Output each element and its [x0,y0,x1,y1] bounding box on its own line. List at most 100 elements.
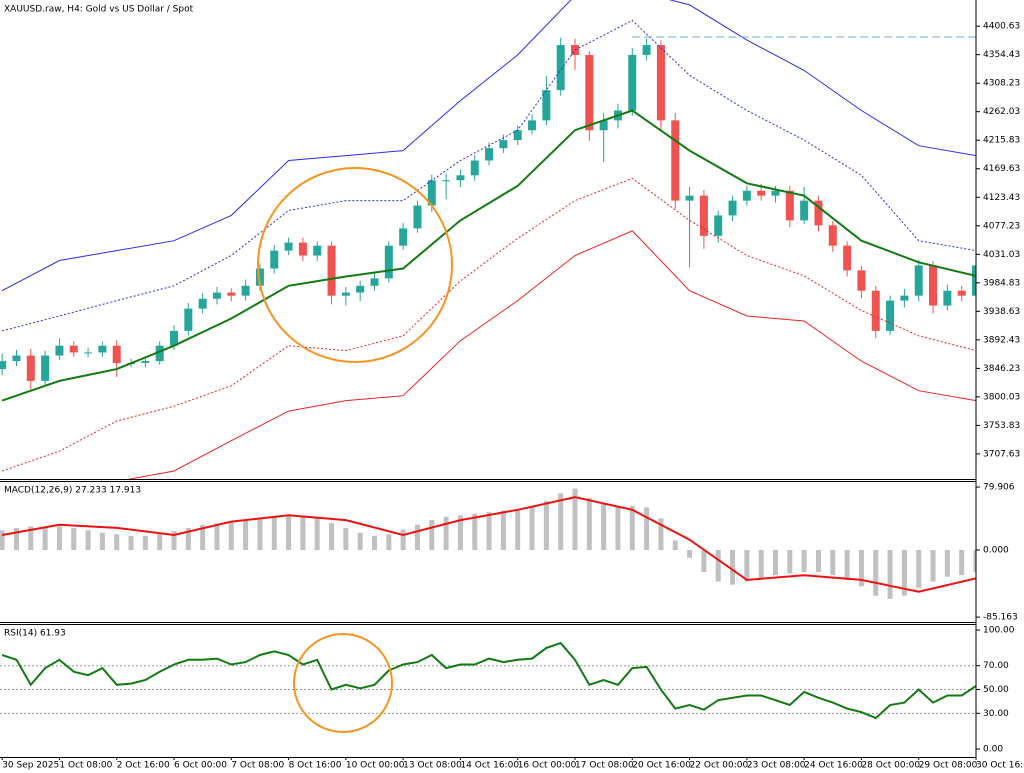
y-tick-label: 4262.03 [983,107,1020,117]
candle-body [642,45,651,55]
candle-body [843,245,852,271]
candle-body [585,54,594,131]
histogram-bar [658,518,664,550]
histogram-bar [701,549,707,573]
candle-body [470,160,479,176]
x-tick-label: 7 Oct 08:00 [231,761,284,771]
histogram-bar [400,529,406,550]
candle-body [771,190,780,196]
panel [0,641,976,720]
y-tick-label: 0.00 [983,745,1003,755]
candle-body [184,308,193,331]
y-tick-label: 4308.23 [983,79,1020,89]
indicator-line [1,496,976,593]
x-tick-label: 16 Oct 00:00 [518,761,577,771]
y-tick-label: 50.00 [983,685,1009,695]
histogram-bar [357,532,363,550]
candle-body [886,300,895,331]
candle-body [857,270,866,291]
indicator-title: RSI(14) 61.93 [4,629,66,639]
histogram-bar [644,507,650,550]
histogram-bar [486,512,492,550]
histogram-bar [372,535,378,550]
candle-body [284,242,293,251]
histogram-bar [243,520,249,550]
histogram-bar [142,535,148,550]
x-tick-label: 24 Oct 16:00 [804,761,863,771]
candle-body [198,298,207,309]
candle-body [399,228,408,246]
candle-body [98,345,107,353]
candle-body [341,292,350,296]
histogram-bar [71,527,77,550]
candle-body [957,290,966,296]
histogram-bar [157,534,163,550]
histogram-bar [543,501,549,550]
histogram-bar [973,549,976,573]
x-tick-label: 1 Oct 08:00 [59,761,112,771]
histogram-bar [844,549,850,580]
x-tick-label: 14 Oct 16:00 [460,761,519,771]
histogram-bar [687,549,693,558]
y-tick-label: 3984.83 [983,278,1020,288]
histogram-bar [801,549,807,573]
histogram-bar [314,518,320,550]
candle-body [943,290,952,306]
histogram-bar [944,549,950,577]
candle-body [69,345,78,353]
candle-body [370,278,379,286]
histogram-bar [858,549,864,587]
histogram-bar [901,549,907,596]
candle-body [499,140,508,149]
y-tick-label: 3707.63 [983,449,1020,459]
candle-body [671,120,680,201]
candle-body [55,345,64,356]
histogram-bar [787,549,793,574]
histogram-bar [873,549,879,596]
highlight-circle [293,633,393,733]
candle-body [513,130,522,141]
histogram-bar [457,515,463,550]
candle-body [241,285,250,296]
histogram-bar [386,534,392,550]
histogram-bar [572,488,578,550]
x-tick-label: 30 Oct 16:00 [976,761,1024,771]
indicator-line [1,109,976,402]
candle-body [628,54,637,111]
x-tick-label: 20 Oct 16:00 [632,761,691,771]
x-tick-label: 29 Oct 08:00 [919,761,978,771]
histogram-bar [586,497,592,550]
histogram-bar [515,509,521,550]
candle-body [112,345,121,363]
candle-body [327,245,336,296]
histogram-bar [42,527,48,550]
y-tick-label: 4354.43 [983,50,1020,60]
candle-body [800,200,809,221]
candle-body [699,195,708,236]
candle-body [227,292,236,296]
histogram-bar [672,540,678,550]
candle-body [413,205,422,229]
candle-body [742,190,751,201]
histogram-bar [443,516,449,550]
histogram-bar [887,549,893,599]
candle-body [914,265,923,296]
histogram-bar [13,527,19,550]
histogram-bar [200,524,206,550]
histogram-bar [0,530,5,550]
histogram-bar [730,549,736,585]
y-tick-label: 3800.03 [983,392,1020,402]
panel [0,488,976,599]
x-tick-label: 23 Oct 08:00 [747,761,806,771]
candle-body [155,345,164,362]
y-tick-label: 100.00 [983,625,1015,635]
candle-body [84,352,93,354]
histogram-bar [214,523,220,550]
x-tick-label: 17 Oct 08:00 [575,761,634,771]
candle-body [270,250,279,269]
candle-body [814,200,823,226]
histogram-bar [128,535,134,550]
candle-body [900,295,909,301]
x-tick-label: 10 Oct 00:00 [346,761,405,771]
